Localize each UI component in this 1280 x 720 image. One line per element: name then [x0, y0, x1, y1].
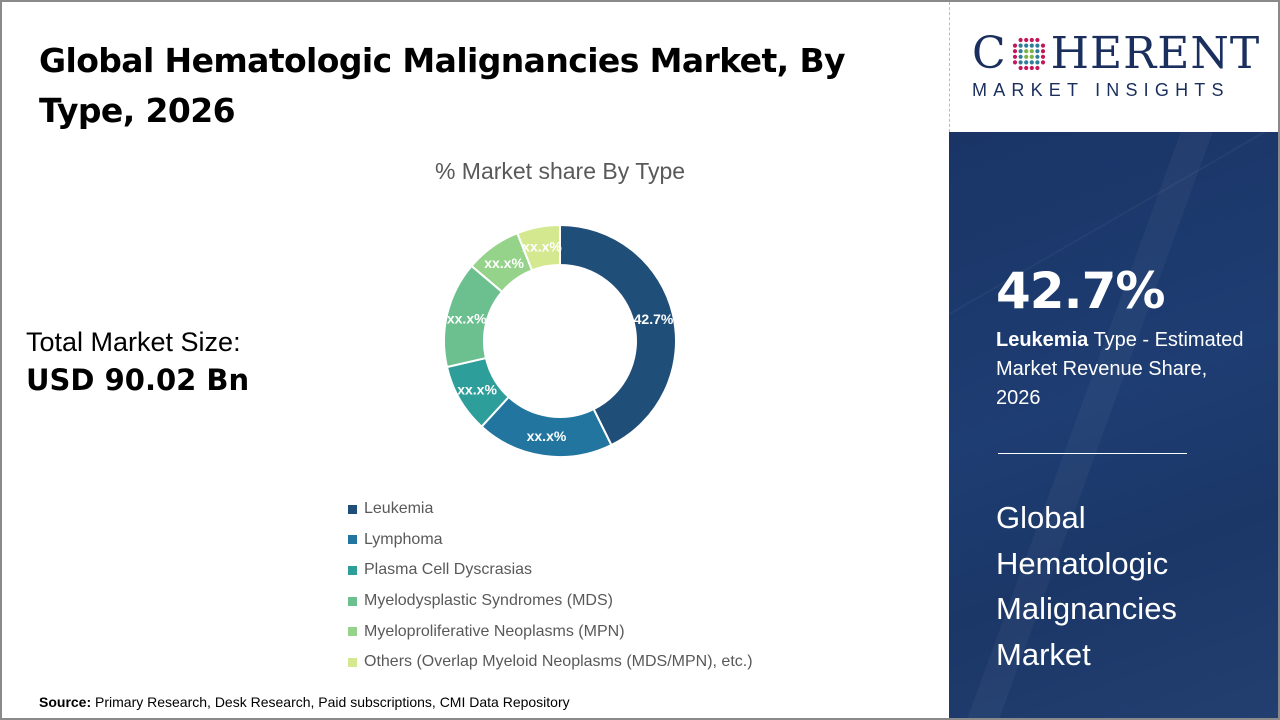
donut-slice	[515, 223, 561, 272]
panel-market-title: Global Hematologic Malignancies Market	[996, 500, 1177, 672]
slice-data-label: xx.x%	[522, 239, 562, 255]
highlight-rest: Type - Estimated Market Revenue Share, 2…	[996, 329, 1244, 409]
market-size-label: Total Market Size:	[26, 327, 241, 357]
slice-data-label: 42.7%	[634, 311, 674, 327]
chart-title: % Market share By Type	[434, 158, 686, 184]
brand-logo: C HERENT MARKET INSIGHTS	[949, 2, 1278, 132]
legend-swatch-icon	[348, 565, 357, 575]
slice-data-label: xx.x%	[484, 255, 524, 271]
legend-label: Myelodysplastic Syndromes (MDS)	[364, 592, 613, 610]
globe-dots-icon	[1012, 37, 1045, 71]
logo-letter-c: C	[972, 28, 1007, 79]
legend-swatch-icon	[348, 535, 357, 545]
highlight-panel: 42.7% Leukemia Type - Estimated Market R…	[949, 132, 1278, 718]
legend-label: Myeloproliferative Neoplasms (MPN)	[364, 622, 625, 640]
source-text: Primary Research, Desk Research, Paid su…	[95, 694, 570, 710]
logo-tagline: MARKET INSIGHTS	[972, 80, 1230, 100]
highlight-value: 42.7%	[996, 262, 1165, 320]
legend-item: Leukemia	[348, 494, 753, 525]
market-size-value: USD 90.02 Bn	[26, 363, 250, 397]
source-label: Source:	[39, 694, 92, 710]
legend-label: Plasma Cell Dyscrasias	[364, 561, 533, 579]
legend-label: Leukemia	[364, 500, 434, 518]
panel-divider	[998, 453, 1187, 454]
logo-wordmark: C HERENT	[972, 30, 1260, 78]
highlight-description: Leukemia Type - Estimated Market Revenue…	[996, 326, 1256, 413]
slice-data-label: xx.x%	[457, 381, 497, 397]
donut-slice	[559, 223, 677, 447]
legend-item: Lymphoma	[348, 525, 753, 556]
legend-item: Others (Overlap Myeloid Neoplasms (MDS/M…	[348, 647, 753, 678]
highlight-segment: Leukemia	[996, 329, 1089, 351]
source-note: Source: Primary Research, Desk Research,…	[39, 694, 570, 710]
legend-swatch-icon	[348, 504, 357, 514]
legend-swatch-icon	[348, 657, 357, 667]
legend-swatch-icon	[348, 596, 357, 606]
legend-item: Myelodysplastic Syndromes (MDS)	[348, 586, 753, 617]
legend-item: Plasma Cell Dyscrasias	[348, 555, 753, 586]
legend-swatch-icon	[348, 627, 357, 637]
logo-letters-herent: HERENT	[1050, 28, 1261, 79]
chart-legend: Leukemia Lymphoma Plasma Cell Dyscrasias My…	[348, 494, 753, 678]
slice-data-label: xx.x%	[527, 428, 567, 444]
slice-data-label: xx.x%	[447, 310, 487, 326]
legend-label: Others (Overlap Myeloid Neoplasms (MDS/M…	[364, 653, 753, 671]
legend-item: Myeloproliferative Neoplasms (MPN)	[348, 616, 753, 647]
donut-chart: 42.7%xx.x%xx.x%xx.x%xx.x%xx.x%	[443, 223, 677, 458]
page-title: Global Hematologic Malignancies Market, …	[39, 41, 846, 130]
market-size-block: Total Market Size: USD 90.02 Bn	[26, 325, 249, 401]
legend-label: Lymphoma	[364, 530, 443, 548]
